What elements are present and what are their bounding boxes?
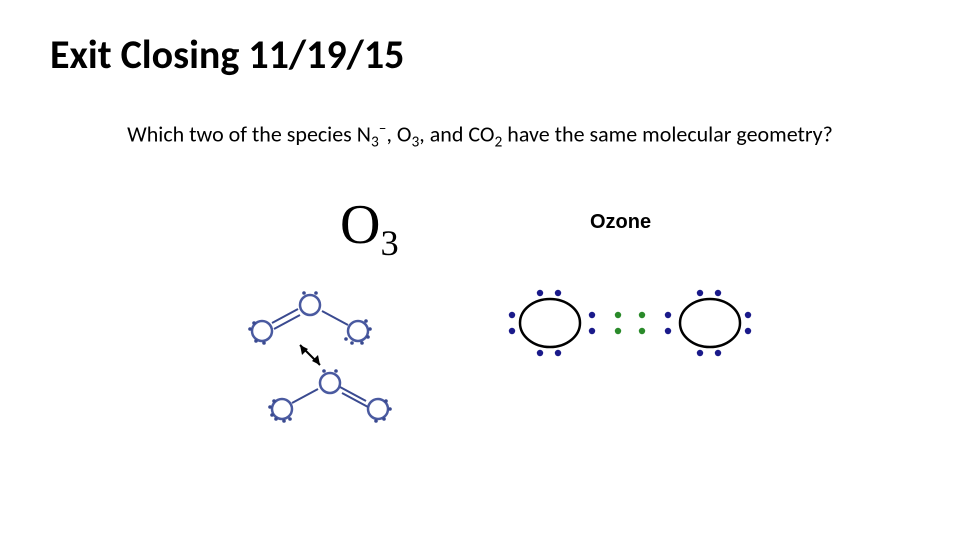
lewis-svg: [500, 263, 780, 383]
lewis-o-left: [520, 299, 580, 347]
resonance-svg: [240, 283, 460, 443]
slide-title: Exit Closing 11/19/15: [50, 30, 910, 79]
resonance-top: [248, 291, 372, 345]
q-mid1: , O: [386, 120, 411, 147]
q-n-sub: 3: [371, 133, 379, 152]
q-mid2: , and CO: [419, 120, 494, 147]
diagram-area: O3 Ozone: [50, 193, 910, 453]
q-suffix: have the same molecular geometry?: [502, 120, 833, 147]
resonance-arrow: [300, 345, 320, 365]
lewis-structure: [500, 263, 780, 383]
slide-container: Exit Closing 11/19/15 Which two of the s…: [0, 0, 960, 540]
o3-letter: O: [340, 194, 380, 256]
ozone-label: Ozone: [590, 211, 651, 234]
resonance-bottom: [268, 369, 392, 423]
resonance-structures: [240, 283, 460, 443]
q-prefix: Which two of the species N: [127, 120, 371, 147]
o3-symbol: O3: [340, 193, 399, 264]
lewis-o-right: [680, 299, 740, 347]
question-text: Which two of the species N3–, O3, and CO…: [50, 119, 910, 153]
o3-sub: 3: [380, 223, 398, 263]
